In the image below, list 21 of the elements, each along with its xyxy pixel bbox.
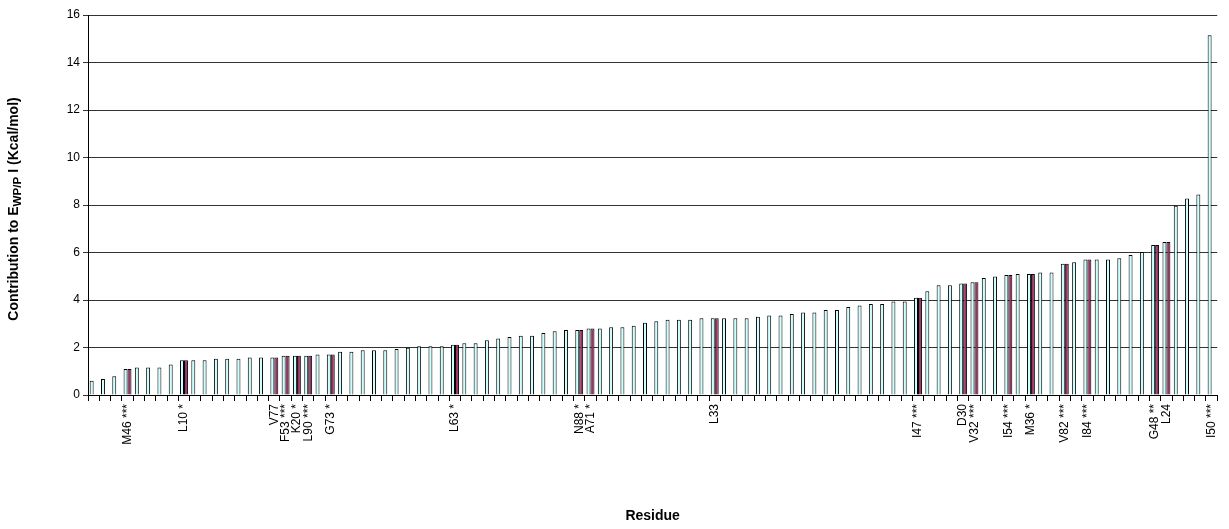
- x-tick-label: L10 *: [176, 403, 191, 433]
- y-tick-label: 4: [73, 292, 81, 307]
- x-tick-label: M46 ***: [119, 403, 134, 445]
- x-tick-label: I47 ***: [910, 403, 925, 439]
- x-tick-label: V82 ***: [1057, 403, 1072, 443]
- y-tick-label: 8: [73, 197, 81, 212]
- x-tick-label: I84 ***: [1079, 403, 1094, 439]
- x-tick-label: I50 ***: [1203, 403, 1218, 439]
- x-tick-label: I54 ***: [1000, 403, 1015, 439]
- y-tick-label: 12: [66, 102, 81, 117]
- x-tick-label: L33: [707, 403, 722, 425]
- x-tick-label: L63 *: [447, 403, 462, 433]
- y-tick-label: 0: [73, 387, 81, 402]
- x-axis-title: Residue: [625, 507, 681, 524]
- y-tick-label: 14: [66, 54, 81, 69]
- y-tick-label: 10: [66, 149, 81, 164]
- y-tick-label: 16: [66, 7, 81, 22]
- x-tick-label: G73 *: [323, 403, 338, 435]
- y-tick-label: 2: [73, 339, 81, 354]
- y-tick-label: 6: [73, 244, 81, 259]
- x-tick-label: M36 *: [1023, 403, 1038, 436]
